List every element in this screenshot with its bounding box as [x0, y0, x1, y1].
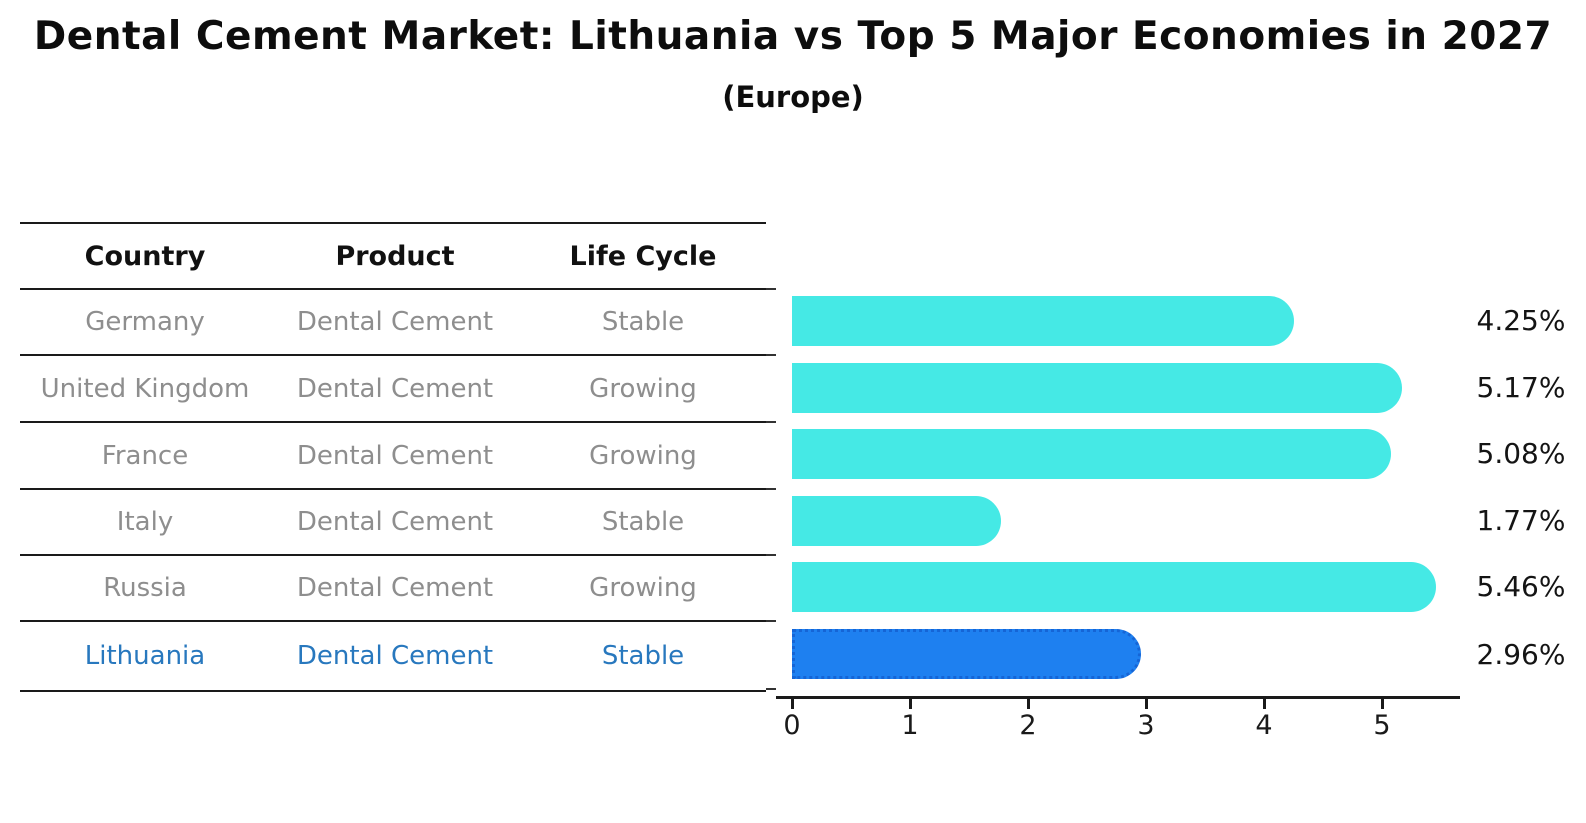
- table-divider: [20, 690, 766, 692]
- table-row: Italy Dental Cement Stable: [20, 490, 766, 554]
- bar-italy: [792, 496, 1001, 546]
- cell-product: Dental Cement: [296, 307, 494, 337]
- bar-united-kingdom: [792, 363, 1403, 413]
- table-row: Germany Dental Cement Stable: [20, 290, 766, 354]
- x-tick-label: 4: [1255, 710, 1273, 741]
- bar-france: [792, 429, 1392, 479]
- x-tick-mark: [1145, 699, 1148, 709]
- bar-germany: [792, 296, 1294, 346]
- value-label: 1.77%: [1476, 504, 1566, 537]
- cell-life-cycle: Stable: [601, 507, 685, 537]
- y-tick-mark: [766, 620, 776, 622]
- cell-country: France: [101, 440, 189, 471]
- table-divider: [20, 554, 766, 556]
- y-tick-mark: [766, 554, 776, 556]
- cell-product: Dental Cement: [296, 373, 494, 404]
- y-tick-mark: [766, 688, 776, 690]
- y-tick-mark: [766, 488, 776, 490]
- cell-life-cycle: Growing: [589, 373, 697, 404]
- bar-lithuania-highlighted: [792, 629, 1142, 679]
- x-tick-label: 3: [1137, 710, 1155, 741]
- value-label: 5.08%: [1476, 437, 1566, 470]
- x-tick-label: 5: [1373, 710, 1391, 741]
- cell-country: Russia: [103, 573, 187, 603]
- column-header-product: Product: [335, 240, 455, 272]
- x-axis-line: [776, 696, 1460, 699]
- cell-product: Dental Cement: [296, 641, 494, 671]
- cell-life-cycle: Stable: [601, 641, 685, 671]
- table-divider: [20, 421, 766, 423]
- x-tick-mark: [1381, 699, 1384, 709]
- value-label: 2.96%: [1476, 638, 1566, 671]
- chart-subtitle: (Europe): [722, 80, 864, 114]
- cell-life-cycle: Growing: [589, 573, 697, 603]
- table-divider: [20, 488, 766, 490]
- cell-product: Dental Cement: [296, 440, 494, 471]
- column-header-life-cycle: Life Cycle: [569, 240, 717, 272]
- cell-country: Lithuania: [84, 641, 206, 671]
- cell-country: Germany: [85, 307, 205, 337]
- column-header-country: Country: [84, 240, 206, 272]
- value-label: 4.25%: [1476, 304, 1566, 337]
- x-tick-mark: [791, 699, 794, 709]
- table-divider: [20, 222, 766, 224]
- cell-product: Dental Cement: [296, 573, 494, 603]
- value-label: 5.46%: [1476, 570, 1566, 603]
- table-row: United Kingdom Dental Cement Growing: [20, 356, 766, 421]
- table-row: France Dental Cement Growing: [20, 423, 766, 488]
- x-tick-label: 2: [1019, 710, 1037, 741]
- x-tick-label: 1: [901, 710, 919, 741]
- y-tick-mark: [766, 421, 776, 423]
- cell-product: Dental Cement: [296, 507, 494, 537]
- x-tick-mark: [909, 699, 912, 709]
- table-divider: [20, 288, 766, 290]
- value-label: 5.17%: [1476, 371, 1566, 404]
- table-divider: [20, 354, 766, 356]
- x-tick-mark: [1027, 699, 1030, 709]
- table-row: Russia Dental Cement Growing: [20, 556, 766, 620]
- cell-country: Italy: [116, 507, 174, 537]
- y-tick-mark: [766, 288, 776, 290]
- table-row-highlighted: Lithuania Dental Cement Stable: [20, 622, 766, 690]
- x-tick-mark: [1263, 699, 1266, 709]
- y-tick-mark: [766, 354, 776, 356]
- table-header-row: Country Product Life Cycle: [20, 224, 766, 288]
- cell-life-cycle: Stable: [601, 307, 685, 337]
- table-divider: [20, 620, 766, 622]
- bar-russia: [792, 562, 1437, 612]
- cell-country: United Kingdom: [40, 373, 250, 404]
- cell-life-cycle: Growing: [589, 440, 697, 471]
- chart-title: Dental Cement Market: Lithuania vs Top 5…: [33, 14, 1553, 59]
- x-tick-label: 0: [783, 710, 801, 741]
